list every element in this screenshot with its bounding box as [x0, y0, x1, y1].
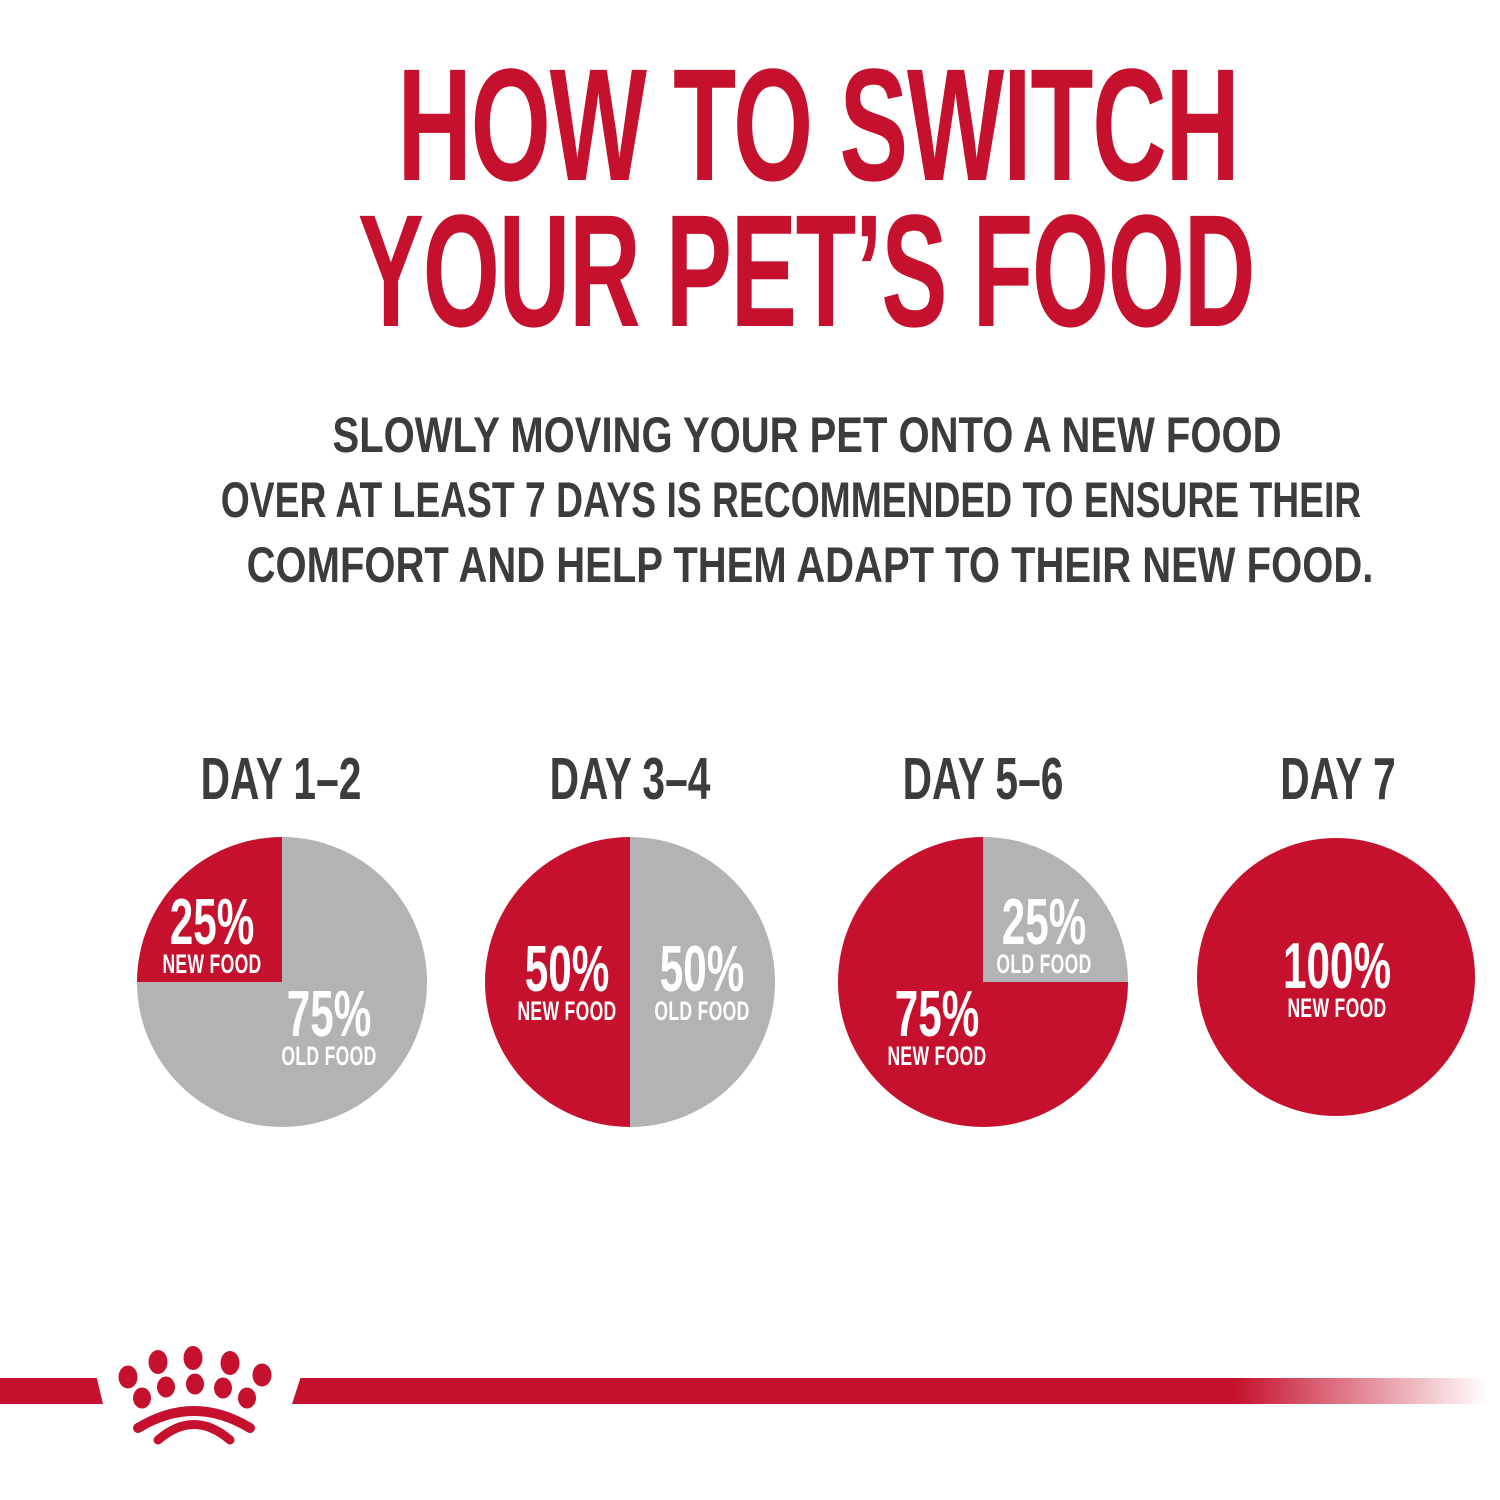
- slice-percent: 75%: [286, 977, 372, 1050]
- slice-name: NEW FOOD: [517, 996, 617, 1026]
- slice-label-old-food: 25% OLD FOOD: [996, 889, 1091, 978]
- slice-percent: 25%: [1001, 885, 1087, 958]
- pie-chart-day-3-4: [485, 837, 775, 1127]
- slice-name: NEW FOOD: [887, 1041, 987, 1071]
- slice-name: OLD FOOD: [996, 949, 1092, 979]
- slice-label-new-food: 50% NEW FOOD: [517, 936, 616, 1025]
- subtitle-line-2: OVER AT LEAST 7 DAYS IS RECOMMENDED TO E…: [220, 472, 1362, 528]
- slice-percent: 50%: [659, 932, 745, 1005]
- slice-label-old-food: 50% OLD FOOD: [654, 936, 749, 1025]
- footer-divider-bar-left: [0, 1378, 103, 1404]
- pie-chart-day-1-2: [137, 837, 427, 1127]
- day-7-label: DAY 7: [1280, 746, 1396, 812]
- slice-percent: 25%: [169, 885, 255, 958]
- day-5-6-label: DAY 5–6: [902, 746, 1064, 812]
- slice-name: NEW FOOD: [162, 949, 262, 979]
- footer-divider-bar-right: [292, 1378, 1500, 1404]
- slice-label-new-food: 75% NEW FOOD: [887, 981, 986, 1070]
- slice-label-new-food: 100% NEW FOOD: [1283, 933, 1391, 1022]
- day-3-4-label: DAY 3–4: [549, 746, 711, 812]
- royal-canin-crown-icon: [118, 1346, 272, 1445]
- page-title-line-1: HOW TO SWITCH: [397, 35, 1240, 214]
- day-1-2-label: DAY 1–2: [200, 746, 362, 812]
- slice-name: OLD FOOD: [654, 996, 750, 1026]
- pie-chart-day-7: [1197, 838, 1475, 1116]
- subtitle-line-3: COMFORT AND HELP THEM ADAPT TO THEIR NEW…: [246, 537, 1374, 593]
- slice-percent: 75%: [894, 977, 980, 1050]
- slice-percent: 50%: [524, 932, 610, 1005]
- slice-label-new-food: 25% NEW FOOD: [162, 889, 261, 978]
- pie-chart-day-5-6: [838, 837, 1128, 1127]
- slice-label-old-food: 75% OLD FOOD: [281, 981, 376, 1070]
- slice-name: NEW FOOD: [1287, 993, 1387, 1023]
- page-title-line-2: YOUR PET’S FOOD: [357, 181, 1256, 360]
- subtitle-line-1: SLOWLY MOVING YOUR PET ONTO A NEW FOOD: [332, 407, 1282, 463]
- slice-name: OLD FOOD: [281, 1041, 377, 1071]
- slice-percent: 100%: [1282, 929, 1392, 1002]
